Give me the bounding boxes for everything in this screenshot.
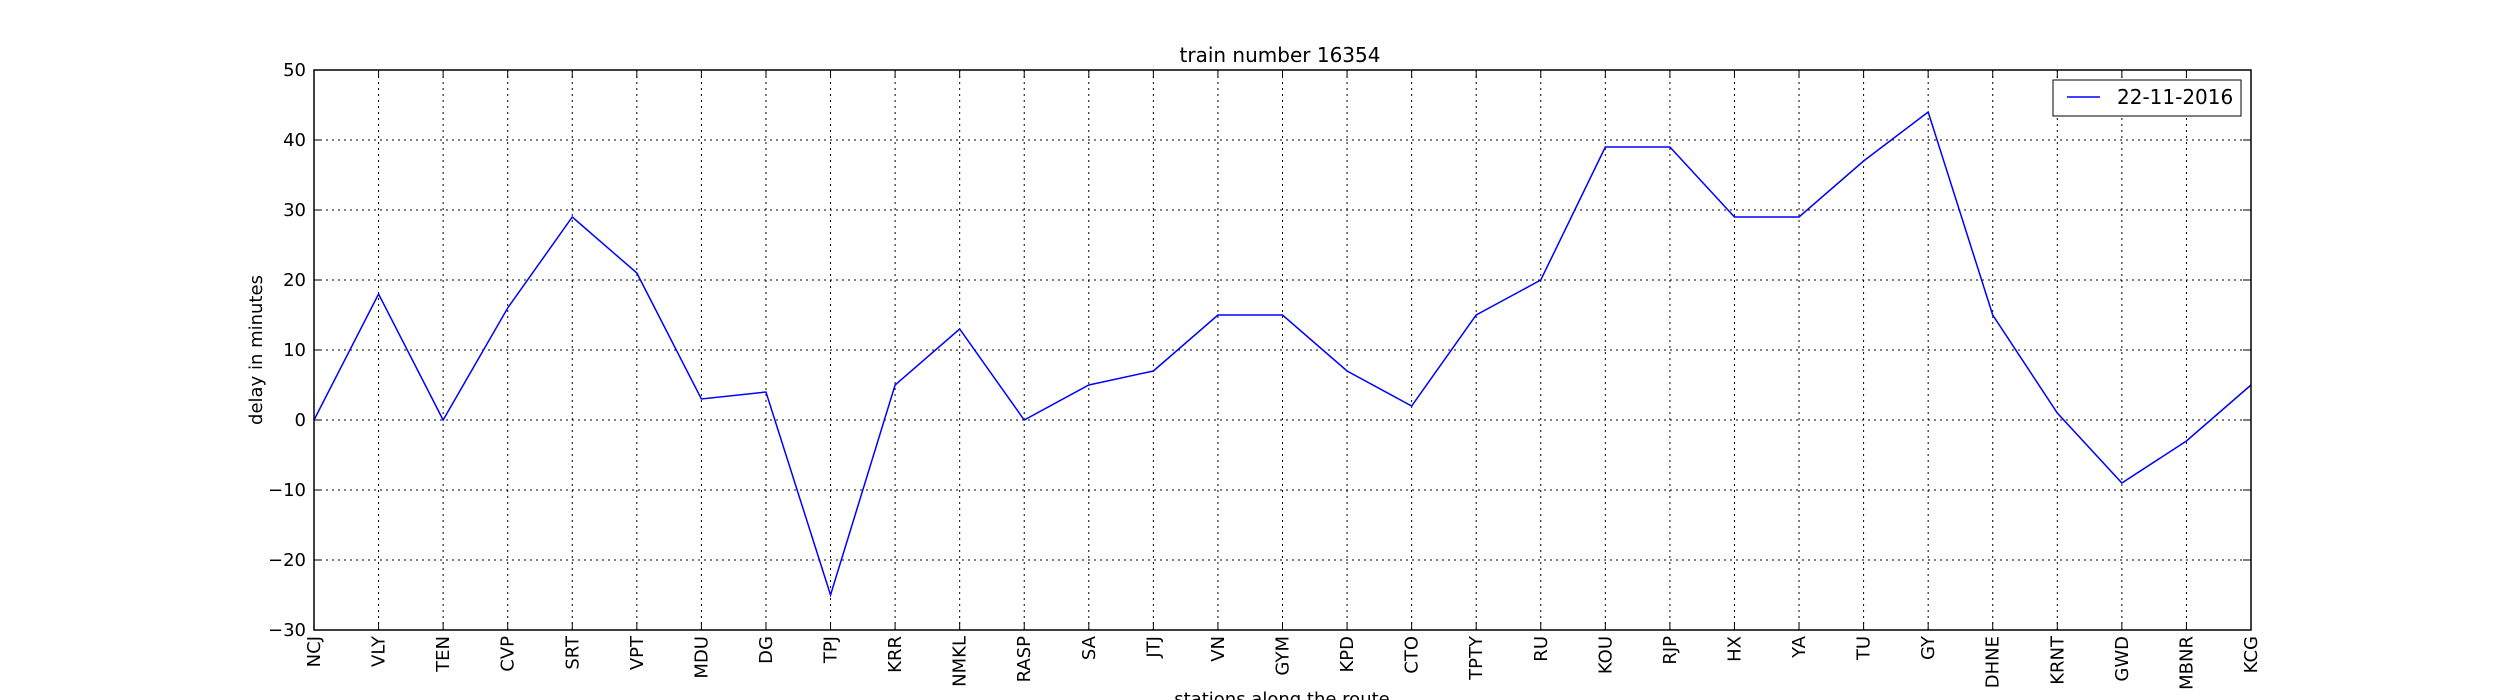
x-tick-label: GWD [2112, 636, 2133, 682]
legend-entry: 22-11-2016 [2117, 85, 2233, 109]
y-axis-label: delay in minutes [246, 275, 267, 425]
y-tick-label: 30 [283, 200, 306, 221]
x-tick-label: JTJ [1143, 636, 1164, 659]
y-tick-label: 40 [283, 130, 306, 151]
x-tick-label: KRR [885, 636, 906, 673]
x-tick-label: YA [1789, 635, 1810, 659]
x-tick-label: TEN [433, 636, 454, 673]
x-tick-label: SA [1079, 635, 1100, 660]
y-tick-label: −10 [268, 480, 306, 501]
legend-box [2052, 79, 2242, 117]
y-axis: −30 −20 −10 0 10 20 30 40 50 [268, 60, 2251, 641]
x-tick-label: KCG [2241, 636, 2262, 673]
x-tick-label: GY [1918, 635, 1939, 660]
series-layer [313, 110, 2252, 598]
grid [314, 70, 2251, 630]
x-tick-label: DG [756, 636, 777, 664]
legend: 22-11-2016 [2052, 79, 2242, 117]
x-tick-label: NMKL [950, 636, 971, 687]
x-tick-label: RJP [1660, 636, 1681, 665]
x-tick-label: CTO [1402, 636, 1423, 674]
chart-title: train number 16354 [1180, 43, 1381, 67]
x-tick-label: KOU [1595, 636, 1616, 674]
x-tick-label: TPTY [1466, 635, 1487, 681]
x-tick-label: NCJ [304, 636, 325, 667]
y-tick-label: 10 [283, 340, 306, 361]
y-tick-label: 50 [283, 60, 306, 81]
x-tick-label: MDU [691, 636, 712, 679]
x-tick-label: KPD [1337, 636, 1358, 673]
y-tick-label: −20 [268, 550, 306, 571]
y-tick-label: −30 [268, 620, 306, 641]
x-tick-label: GYM [1273, 636, 1294, 676]
x-axis-label: stations along the route [1174, 689, 1389, 700]
x-tick-label: HX [1724, 636, 1745, 662]
y-tick-label: 20 [283, 270, 306, 291]
x-tick-label: SRT [562, 635, 583, 670]
x-tick-label: RU [1531, 636, 1552, 662]
x-tick-label: TPJ [821, 636, 842, 664]
x-tick-label: RASP [1014, 636, 1035, 683]
x-tick-label: VN [1208, 636, 1229, 662]
x-tick-label: VPT [627, 635, 648, 670]
x-tick-label: VLY [369, 635, 390, 667]
x-tick-label: CVP [498, 636, 519, 672]
y-tick-label: 0 [295, 410, 306, 431]
x-axis: NCJ VLY TEN CVP SRT VPT MDU DG TPJ KRR NMKL RASP SA J… [304, 70, 2262, 690]
x-tick-label: TU [1854, 636, 1875, 661]
x-tick-label: DHNE [1983, 636, 2004, 688]
x-tick-label: MBNR [2176, 636, 2197, 690]
series-line [313, 110, 2252, 598]
x-tick-label: KRNT [2047, 635, 2068, 685]
